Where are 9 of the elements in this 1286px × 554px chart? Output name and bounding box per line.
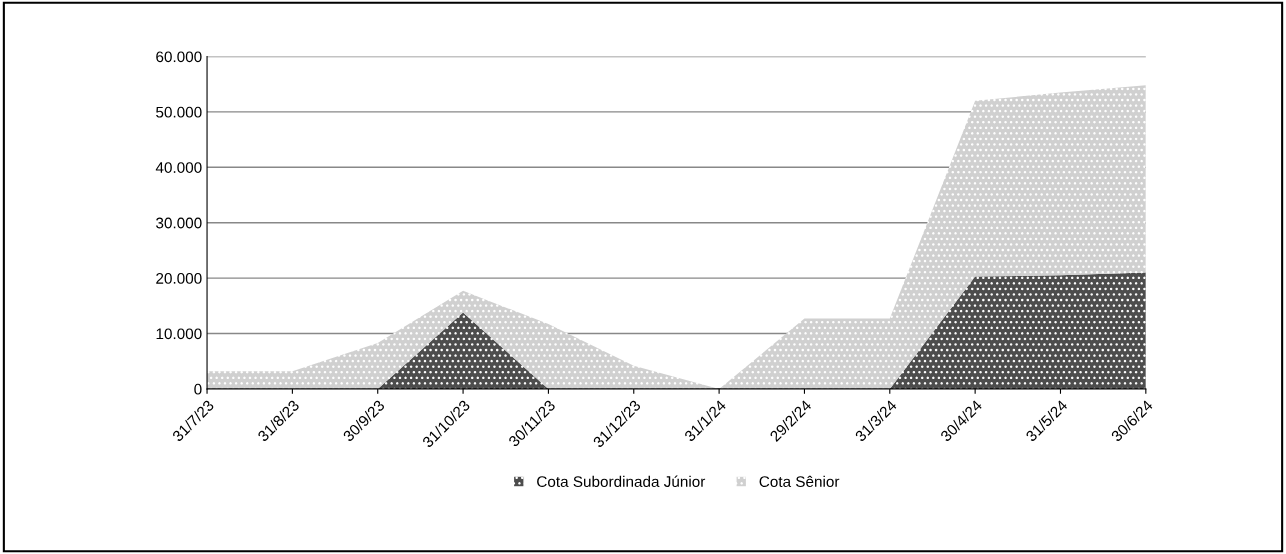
y-tick-label: 10.000 <box>156 328 202 340</box>
y-tick-label: 60.000 <box>156 51 202 63</box>
legend-label: Cota Sênior <box>759 475 840 488</box>
y-tick-label: 50.000 <box>156 106 202 118</box>
y-tick-label: 20.000 <box>156 272 202 284</box>
y-tick-label: 30.000 <box>156 217 202 229</box>
y-tick-label: 40.000 <box>155 162 202 173</box>
legend-label: Cota Subordinada Júnior <box>537 475 706 488</box>
y-tick-label: 0 <box>194 383 202 395</box>
